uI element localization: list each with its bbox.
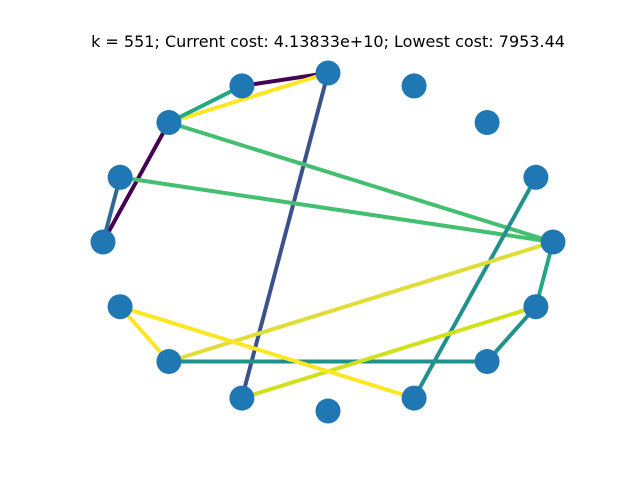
edge-5-6 [168,84,243,125]
node-0 [540,229,566,255]
edge-4-5 [241,71,329,88]
node-1 [523,164,549,190]
edge-4-11 [239,72,330,399]
node-6 [156,110,182,135]
plot-title: k = 551; Current cost: 4.13833e+10; Lowe… [91,32,565,51]
edge-6-8 [101,121,171,243]
node-5 [229,73,255,99]
edge-0-10 [168,240,554,364]
node-12 [315,398,341,424]
edge-1-13 [412,176,538,400]
edge-4-6 [168,71,329,125]
edge-15-11 [241,304,537,401]
node-3 [401,73,427,99]
edge-9-13 [119,304,415,401]
node-15 [523,294,549,320]
node-9 [107,294,133,320]
node-2 [474,110,500,135]
node-8 [90,229,116,255]
node-4 [315,60,341,86]
node-7 [107,164,133,190]
node-11 [229,385,255,411]
node-10 [156,349,182,374]
node-13 [401,385,427,411]
node-layer [90,60,566,424]
edge-6-0 [168,120,554,244]
node-14 [474,349,500,374]
edge-7-0 [119,175,554,244]
